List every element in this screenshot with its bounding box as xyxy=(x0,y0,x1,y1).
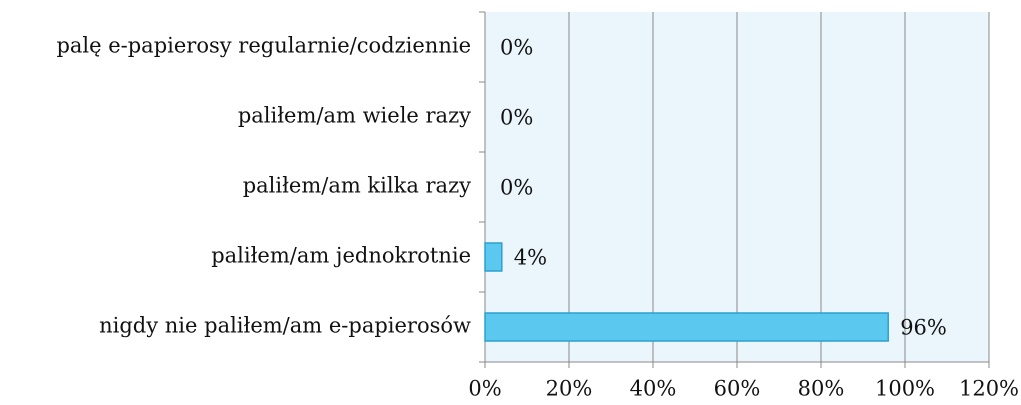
bar xyxy=(484,242,503,272)
value-label: 0% xyxy=(500,176,533,200)
x-tick-label: 60% xyxy=(714,377,761,401)
value-label: 0% xyxy=(500,106,533,130)
x-tick-label: 100% xyxy=(875,377,935,401)
x-tick-label: 0% xyxy=(468,377,501,401)
x-tick-label: 80% xyxy=(798,377,845,401)
x-tick-label: 40% xyxy=(630,377,677,401)
y-tick-label: nigdy nie paliłem/am e-papierosów xyxy=(99,314,471,338)
y-tick-label: paliłem/am kilka razy xyxy=(243,174,471,198)
x-tick-label: 20% xyxy=(546,377,593,401)
bar xyxy=(484,312,889,342)
y-tick-label: palę e-papierosy regularnie/codziennie xyxy=(56,34,471,58)
x-tick-label: 120% xyxy=(959,377,1019,401)
value-label: 4% xyxy=(514,246,547,270)
y-tick-label: paliłem/am wiele razy xyxy=(238,104,471,128)
y-tick-label: paliłem/am jednokrotnie xyxy=(211,244,471,268)
value-label: 96% xyxy=(900,316,947,340)
value-label: 0% xyxy=(500,36,533,60)
